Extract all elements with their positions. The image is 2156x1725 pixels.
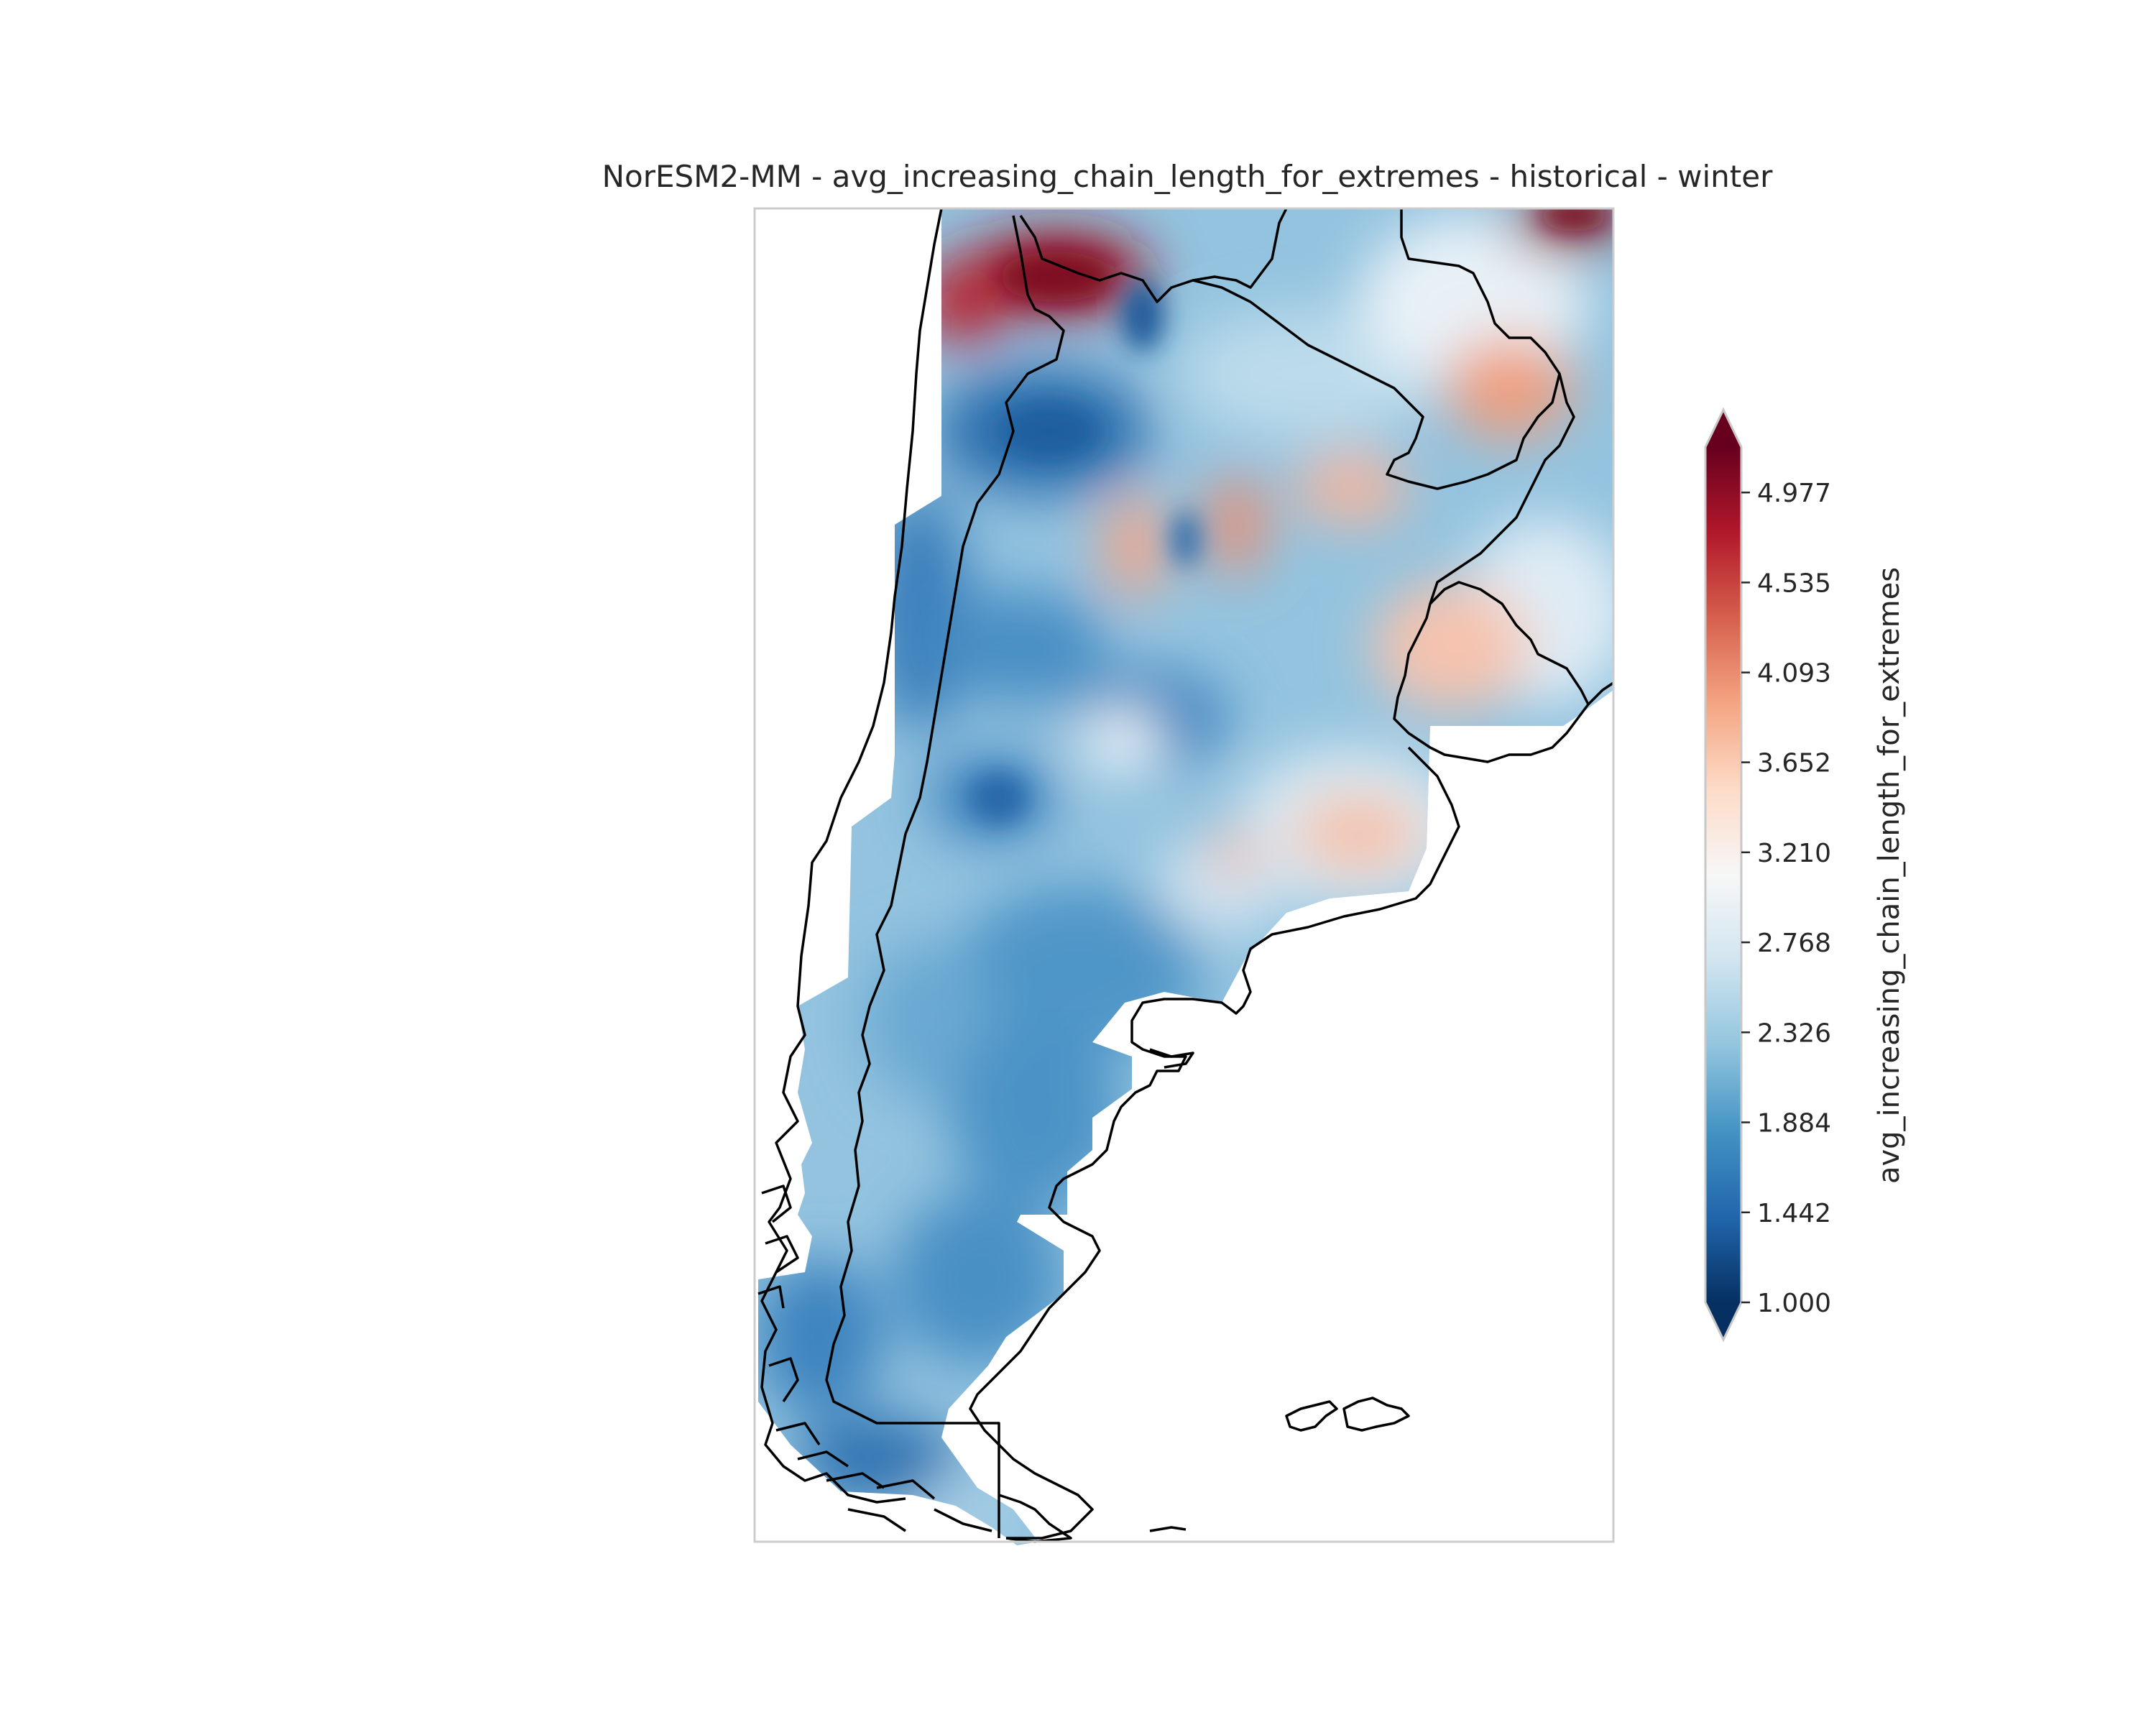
colorbar-tick-label: 3.652 [1757,749,1831,778]
colorbar-label: avg_increasing_chain_length_for_extremes [1873,567,1906,1184]
pacific-coastline [760,208,943,1504]
andes-border [825,215,1065,1538]
uruguay-outline [1393,581,1590,763]
brazil-coast [1587,681,1614,706]
colorbar-tick-label: 4.977 [1757,479,1831,508]
colorbar-extend-min [1705,1302,1741,1340]
chart-title: NorESM2-MM - avg_increasing_chain_length… [602,159,1773,194]
colorbar-gradient-bar [1705,447,1741,1302]
colorbar-tick-label: 3.210 [1757,839,1831,868]
colorbar-ticks: 1.000 1.442 1.884 2.326 2.768 3.210 3.652 4.093… [1741,479,1831,1318]
paraguay-argentina-border [1192,208,1561,490]
staten-island [1149,1526,1187,1532]
colorbar-tick-label: 2.326 [1757,1018,1831,1048]
fjord-islands [757,1184,992,1532]
colorbar-tick-label: 4.535 [1757,569,1831,598]
atlantic-coastline [969,746,1460,1540]
colorbar-tick-label: 1.884 [1757,1109,1831,1138]
colorbar: 1.000 1.442 1.884 2.326 2.768 3.210 3.652 4.093… [1704,407,1906,1343]
falkland-islands [1285,1397,1410,1432]
valdes-peninsula [1149,1048,1194,1069]
bolivia-paraguay-border [1019,208,1288,303]
colorbar-tick-label: 4.093 [1757,659,1831,689]
colorbar-tick-label: 2.768 [1757,929,1831,958]
colorbar-tick-label: 1.442 [1757,1199,1831,1228]
colorbar-tick-label: 1.000 [1757,1289,1831,1318]
brazil-argentina-border [1429,373,1575,604]
map-panel [753,207,1615,1545]
colorbar-extend-max [1705,410,1741,447]
map-frame [753,207,1615,1543]
coastlines-borders [757,208,1614,1543]
